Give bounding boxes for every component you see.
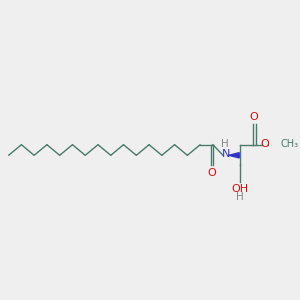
Polygon shape: [229, 153, 239, 158]
Text: CH₃: CH₃: [280, 139, 299, 149]
Text: O: O: [260, 139, 269, 149]
Text: OH: OH: [232, 184, 249, 194]
Text: H: H: [221, 139, 229, 149]
Text: N: N: [221, 149, 230, 159]
Text: O: O: [250, 112, 258, 122]
Text: O: O: [208, 168, 216, 178]
Text: H: H: [236, 192, 244, 202]
